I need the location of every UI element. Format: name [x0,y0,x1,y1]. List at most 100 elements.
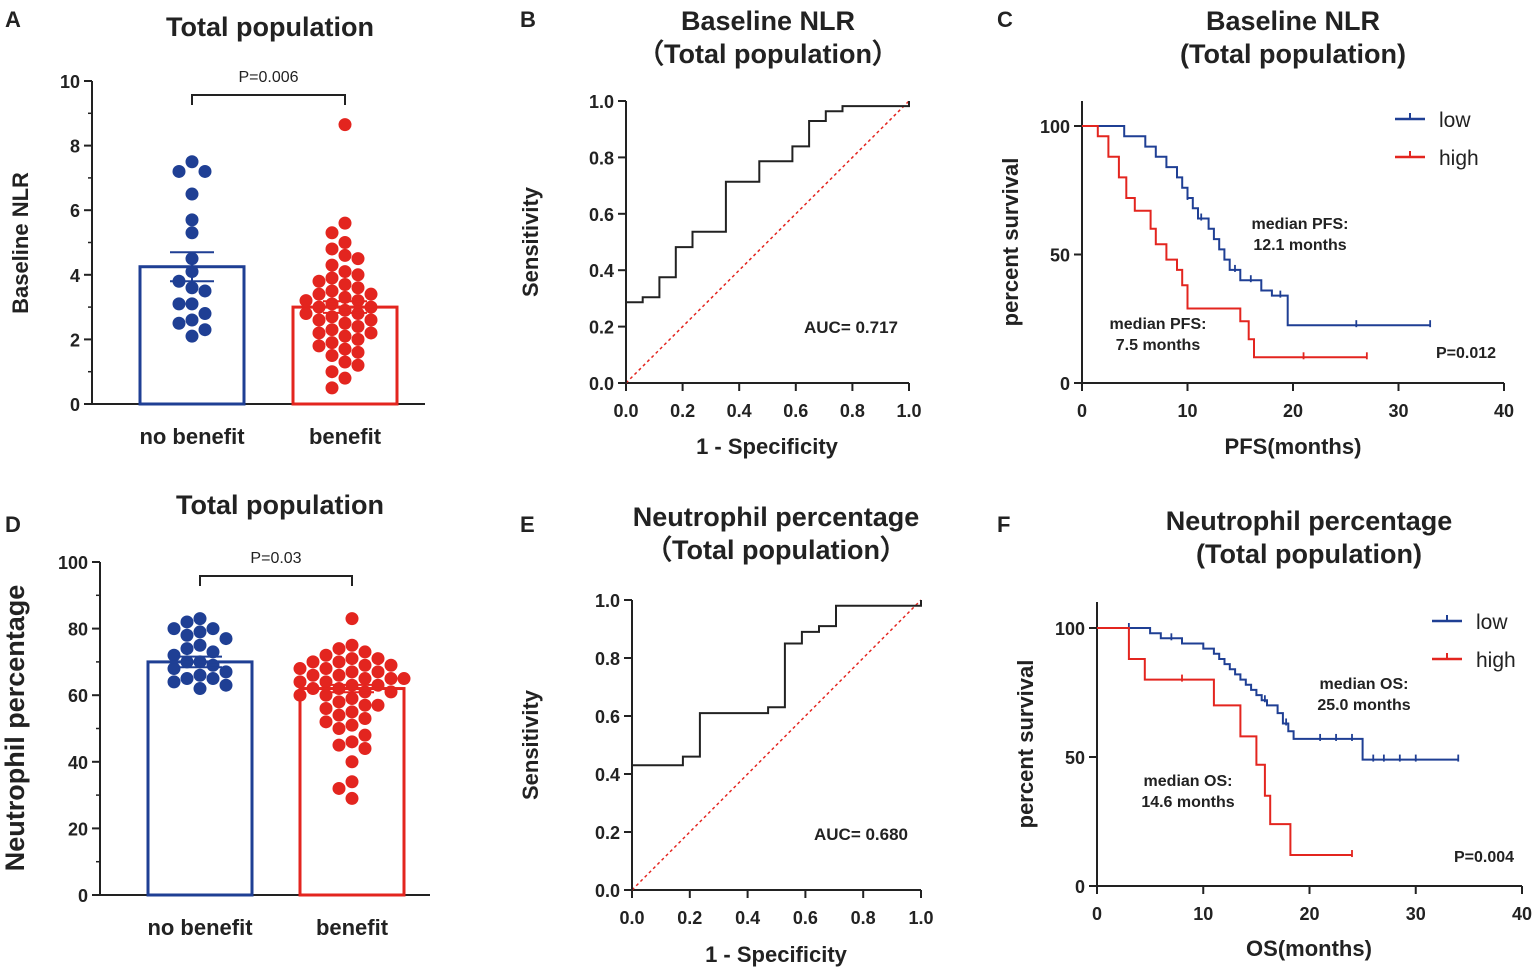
x-tick-label: 0.8 [840,401,865,421]
data-point [358,712,372,726]
chart-subtitle: (Total population) [1196,539,1422,569]
data-point [338,216,352,230]
data-point [193,625,207,639]
x-tick-label: 10 [1177,401,1197,421]
bar-no-benefit [146,660,254,897]
panel-a: A Total population 0 2 4 6 8 10 Baseline NLR no b… [5,7,425,449]
data-point [371,652,385,666]
survival-curve-low [1082,125,1431,327]
y-tick-label: 0.2 [589,318,614,338]
data-point [325,349,339,363]
data-point [325,258,339,272]
data-point [319,702,333,716]
data-point [338,342,352,356]
data-point [332,695,346,709]
data-point [332,668,346,682]
median-annotation: 7.5 months [1116,337,1201,354]
x-tick-label: 0.4 [735,908,760,928]
data-point [193,612,207,626]
data-point [193,668,207,682]
x-axis-label: 1 - Specificity [696,434,839,459]
roc-curve [631,600,922,890]
data-point [306,655,320,669]
panel-e: E Neutrophil percentage（Total population）… [518,502,934,967]
data-point [312,287,326,301]
data-point [299,294,313,308]
x-tick-label: 0.6 [783,401,808,421]
data-point [345,791,359,805]
data-point [351,281,365,295]
data-point [338,316,352,330]
p-value: P=0.012 [1436,345,1496,362]
legend-label: high [1439,147,1479,170]
chart-title: Baseline NLR [681,6,855,36]
x-axis-label: OS(months) [1246,936,1372,961]
data-point [312,313,326,327]
data-point [180,628,194,642]
data-point [345,612,359,626]
data-point [206,622,220,636]
data-point [384,685,398,699]
survival-curve-low [1097,627,1459,761]
data-point [312,274,326,288]
reference-line [631,599,922,891]
category-label: benefit [309,424,382,449]
data-point [364,326,378,340]
y-tick-label: 1.0 [589,92,614,112]
y-axis-label: percent survival [998,158,1023,327]
x-tick-label: 30 [1388,401,1408,421]
survival-curve-high [1097,627,1352,856]
data-point [325,336,339,350]
x-axis-label: PFS(months) [1225,434,1362,459]
x-axis-label: 1 - Specificity [705,942,848,967]
x-tick-label: 40 [1512,904,1532,924]
data-point [306,682,320,696]
data-point [364,313,378,327]
data-point [371,665,385,679]
data-point [371,698,385,712]
data-point [293,675,307,689]
data-point [299,307,313,321]
y-tick-label: 0.0 [589,374,614,394]
y-tick-label: 0 [78,886,88,906]
data-point [332,708,346,722]
data-point [338,236,352,249]
data-point [325,284,339,298]
chart-subtitle: （Total population） [645,535,907,565]
y-tick-label: 2 [70,330,80,350]
data-point [351,332,365,346]
data-point [293,688,307,702]
p-value: P=0.006 [238,69,298,86]
y-tick-label: 60 [68,686,88,706]
x-tick-label: 1.0 [896,401,921,421]
category-label: no benefit [147,915,253,940]
data-point [319,715,333,729]
data-point [358,728,372,742]
legend-label: low [1476,611,1508,634]
median-annotation: 14.6 months [1141,794,1234,811]
chart-subtitle: （Total population） [637,39,899,69]
y-tick-label: 8 [70,137,80,157]
category-label: no benefit [139,424,245,449]
data-point [219,665,233,679]
data-point [338,248,352,262]
data-point [185,329,199,343]
x-tick-label: 0.2 [670,401,695,421]
data-point [345,705,359,719]
auc-label: AUC= 0.717 [804,318,898,337]
data-point [338,371,352,385]
median-annotation: 12.1 months [1253,237,1346,254]
data-point [185,281,199,295]
y-tick-label: 4 [70,266,80,286]
significance-bracket [191,94,346,105]
y-tick-label: 0.6 [589,205,614,225]
x-tick-label: 0.6 [793,908,818,928]
data-point [198,323,212,337]
data-point [167,662,181,676]
data-point [312,326,326,340]
chart-subtitle: (Total population) [1180,39,1406,69]
data-point [219,678,233,692]
y-tick-label: 0.0 [595,881,620,901]
y-tick-label: 0.8 [589,148,614,168]
data-point [358,645,372,659]
